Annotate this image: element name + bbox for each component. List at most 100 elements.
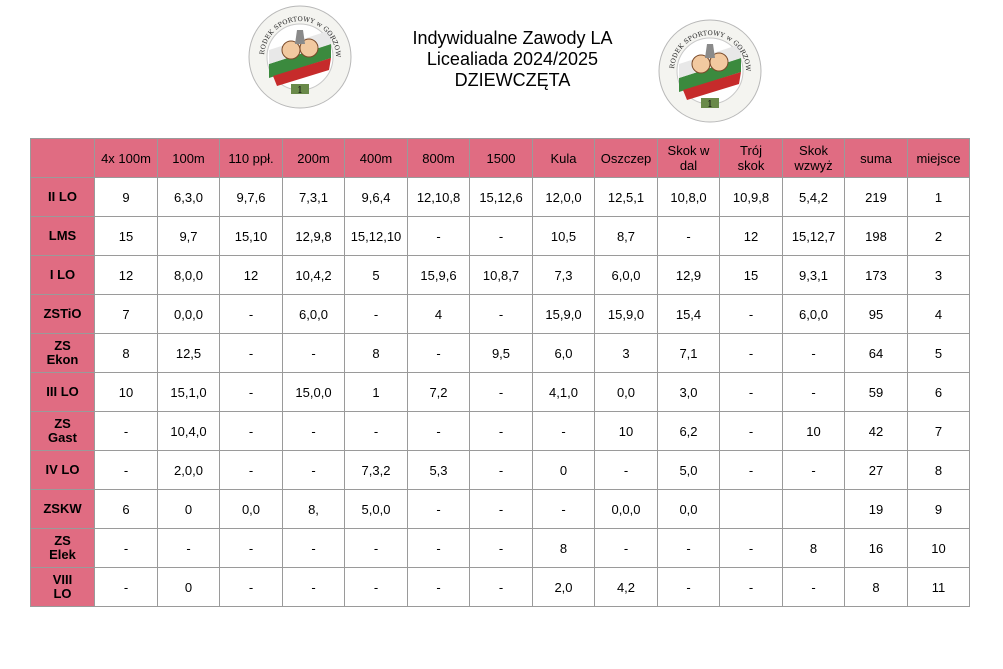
score-cell: - xyxy=(94,450,158,490)
score-cell: 12 xyxy=(94,255,158,295)
score-cell: 6 xyxy=(907,372,970,412)
score-cell: - xyxy=(407,333,470,373)
score-cell: - xyxy=(219,567,283,607)
score-cell: - xyxy=(344,294,408,334)
score-cell: 15,9,0 xyxy=(532,294,595,334)
score-cell: 8, xyxy=(282,489,345,529)
column-header: 400m xyxy=(344,138,408,178)
score-cell: 12 xyxy=(219,255,283,295)
score-cell: 7,3,1 xyxy=(282,177,345,217)
score-cell: - xyxy=(219,450,283,490)
score-cell: - xyxy=(407,216,470,256)
score-cell: 8 xyxy=(782,528,845,568)
school-name-cell: VIII LO xyxy=(30,567,95,607)
score-cell: 12,5 xyxy=(157,333,220,373)
score-cell: 16 xyxy=(844,528,908,568)
mos-logo-left: 1 MIĘDZYSZKOLNY OŚRODEK SPORTOWY w GORZO… xyxy=(247,4,352,109)
score-cell: 5,0 xyxy=(657,450,720,490)
score-cell: - xyxy=(469,216,533,256)
header-row: 4x 100m 100m 110 ppł. 200m 400m 800m 150… xyxy=(30,138,970,178)
score-cell: 15 xyxy=(94,216,158,256)
score-cell: 15,4 xyxy=(657,294,720,334)
school-name-cell: ZS Gast xyxy=(30,411,95,451)
score-cell: - xyxy=(719,333,783,373)
score-cell: 8 xyxy=(532,528,595,568)
score-cell: - xyxy=(594,528,658,568)
table-row: II LO 9 6,3,0 9,7,6 7,3,1 9,6,4 12,10,8 15,12,6… xyxy=(30,177,970,217)
score-cell: 10,5 xyxy=(532,216,595,256)
score-cell: - xyxy=(469,567,533,607)
score-cell: 219 xyxy=(844,177,908,217)
score-cell: - xyxy=(469,450,533,490)
score-cell: 6,2 xyxy=(657,411,720,451)
score-cell: 5,0,0 xyxy=(344,489,408,529)
school-name-cell: IV LO xyxy=(30,450,95,490)
score-cell xyxy=(719,489,783,529)
score-cell: 12,9,8 xyxy=(282,216,345,256)
score-cell: - xyxy=(594,450,658,490)
score-cell: - xyxy=(719,528,783,568)
school-name-cell: III LO xyxy=(30,372,95,412)
score-cell: 2,0,0 xyxy=(157,450,220,490)
score-cell: 12,9 xyxy=(657,255,720,295)
score-cell: 8 xyxy=(907,450,970,490)
score-cell: 8,0,0 xyxy=(157,255,220,295)
score-cell: 6,0,0 xyxy=(282,294,345,334)
score-cell: 5,4,2 xyxy=(782,177,845,217)
score-cell: - xyxy=(469,372,533,412)
score-cell: 3 xyxy=(907,255,970,295)
score-cell: - xyxy=(282,528,345,568)
score-cell: 15,9,0 xyxy=(594,294,658,334)
table-row: IV LO -2,0,0- -7,3,2 5,3-0-5,0- -27 8 xyxy=(30,450,970,490)
logo-number: 1 xyxy=(297,86,303,96)
score-cell: 95 xyxy=(844,294,908,334)
score-cell: - xyxy=(94,411,158,451)
score-cell: - xyxy=(344,567,408,607)
score-cell: - xyxy=(657,567,720,607)
score-cell: 6,0 xyxy=(532,333,595,373)
score-cell: - xyxy=(407,528,470,568)
score-cell: 6,3,0 xyxy=(157,177,220,217)
score-cell: - xyxy=(469,411,533,451)
score-cell: 10,4,0 xyxy=(157,411,220,451)
column-header: 200m xyxy=(282,138,345,178)
score-cell: 8,7 xyxy=(594,216,658,256)
score-cell: 7,1 xyxy=(657,333,720,373)
score-cell: 8 xyxy=(344,333,408,373)
column-header: miejsce xyxy=(907,138,970,178)
score-cell: 10 xyxy=(907,528,970,568)
table-row: ZS Gast -10,4,0- - - - - -10 6,2-10 42 7 xyxy=(30,411,970,451)
score-cell: 2,0 xyxy=(532,567,595,607)
score-cell: 198 xyxy=(844,216,908,256)
score-cell: - xyxy=(719,294,783,334)
score-cell: - xyxy=(282,411,345,451)
page-title: Indywidualne Zawody LA Licealiada 2024/2… xyxy=(370,28,655,91)
score-cell: 7,3 xyxy=(532,255,595,295)
score-cell: - xyxy=(344,528,408,568)
score-cell: 9 xyxy=(907,489,970,529)
column-header: 4x 100m xyxy=(94,138,158,178)
score-cell: 11 xyxy=(907,567,970,607)
score-cell: 6,0,0 xyxy=(594,255,658,295)
score-cell: 15,1,0 xyxy=(157,372,220,412)
score-cell: - xyxy=(782,333,845,373)
score-cell: - xyxy=(469,528,533,568)
score-cell: - xyxy=(782,567,845,607)
score-cell: 0,0,0 xyxy=(594,489,658,529)
score-cell: 7,3,2 xyxy=(344,450,408,490)
column-header: suma xyxy=(844,138,908,178)
score-cell xyxy=(782,489,845,529)
score-cell: - xyxy=(407,411,470,451)
score-cell: - xyxy=(719,372,783,412)
score-cell: 5 xyxy=(907,333,970,373)
score-cell: 8 xyxy=(844,567,908,607)
score-cell: 3 xyxy=(594,333,658,373)
title-line-2: Licealiada 2024/2025 xyxy=(426,49,599,69)
score-cell: 1 xyxy=(907,177,970,217)
score-cell: 15 xyxy=(719,255,783,295)
score-cell: 3,0 xyxy=(657,372,720,412)
score-cell: - xyxy=(282,450,345,490)
score-cell: 10 xyxy=(594,411,658,451)
score-cell: 7,2 xyxy=(407,372,470,412)
school-name-cell: I LO xyxy=(30,255,95,295)
